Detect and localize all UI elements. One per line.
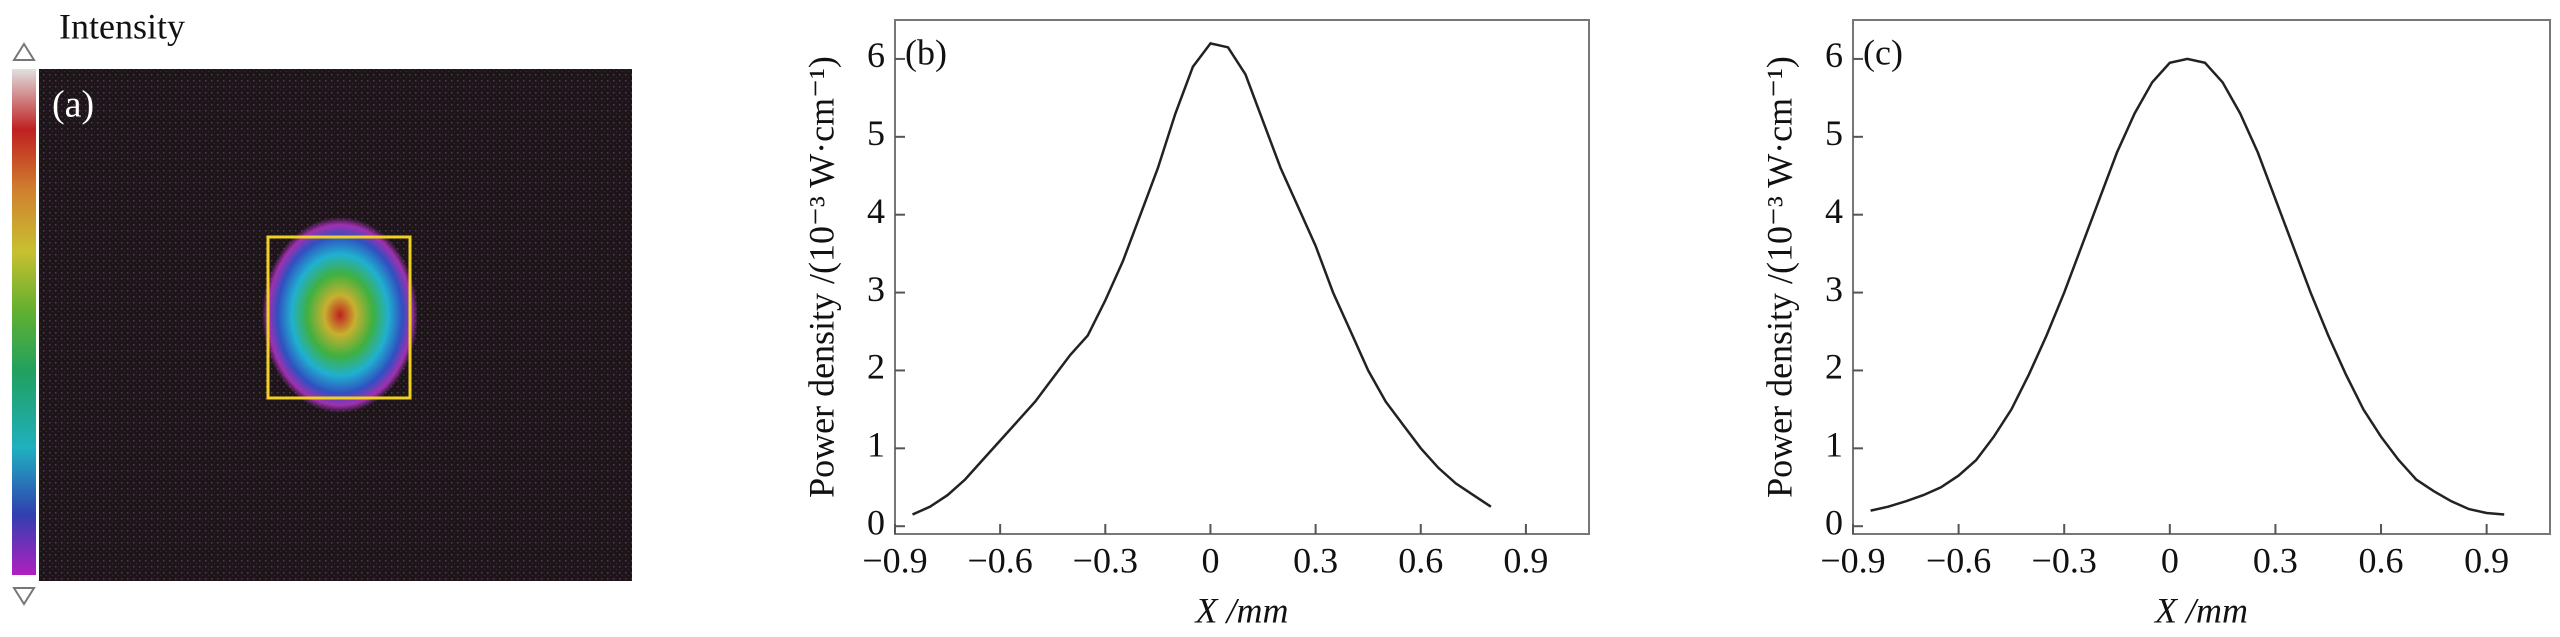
beam-spot — [262, 217, 418, 413]
y-tick-label: 2 — [867, 347, 885, 387]
x-tick-label: −0.9 — [862, 540, 927, 580]
panel: 0 1 2 3 4 5 6 −0.9 −0.6 −0.3 0 0.3 0.6 0.9 (b) X /mm Pow… — [801, 19, 1590, 630]
x-tick-label: 0.6 — [1398, 540, 1443, 580]
panel-a: Intensity (a) — [12, 6, 632, 606]
panel-label: (b) — [905, 32, 947, 72]
x-tick-label: −0.6 — [1926, 540, 1991, 580]
y-tick-label: 5 — [867, 113, 885, 153]
y-tick-label: 3 — [867, 269, 885, 309]
x-tick-label: −0.3 — [1073, 540, 1138, 580]
x-tick-label: −0.6 — [967, 540, 1032, 580]
colorbar — [12, 69, 36, 575]
x-tick-label: 0 — [2161, 540, 2179, 580]
x-tick-label: 0.9 — [2464, 540, 2509, 580]
y-tick-label: 6 — [1825, 35, 1843, 75]
x-axis-label: X /mm — [1194, 590, 1289, 630]
y-tick-label: 2 — [1825, 347, 1843, 387]
colorbar-arrow — [12, 587, 36, 606]
y-tick-label: 4 — [1825, 191, 1843, 231]
y-axis-label: Power density /(10⁻³ W·cm⁻¹) — [1759, 56, 1799, 498]
y-tick-label: 4 — [867, 191, 885, 231]
x-tick-label: 0.6 — [2359, 540, 2404, 580]
y-tick-label: 5 — [1825, 113, 1843, 153]
x-tick-label: 0.9 — [1503, 540, 1548, 580]
y-tick-label: 1 — [1825, 425, 1843, 465]
plot-frame — [1852, 19, 2551, 535]
plot-frame — [894, 19, 1590, 535]
y-tick-label: 6 — [867, 35, 885, 75]
x-tick-label: −0.3 — [2032, 540, 2097, 580]
y-tick-label: 0 — [1825, 502, 1843, 542]
panel: 0 1 2 3 4 5 6 −0.9 −0.6 −0.3 0 0.3 0.6 0.9 (c) X /mm Pow… — [1759, 19, 2551, 630]
panel-label: (c) — [1863, 32, 1903, 72]
y-tick-label: 1 — [867, 425, 885, 465]
y-tick-label: 0 — [867, 502, 885, 542]
colorbar-label: Intensity — [59, 6, 185, 46]
y-axis-label: Power density /(10⁻³ W·cm⁻¹) — [801, 56, 841, 498]
profile-line — [1870, 57, 2505, 516]
x-tick-label: 0.3 — [1293, 540, 1338, 580]
x-tick-label: 0.3 — [2253, 540, 2298, 580]
roi-box — [266, 235, 412, 400]
profile-line — [911, 42, 1492, 516]
x-tick-label: 0 — [1201, 540, 1219, 580]
x-axis-label: X /mm — [2153, 590, 2248, 630]
y-tick-label: 3 — [1825, 269, 1843, 309]
x-tick-label: −0.9 — [1820, 540, 1885, 580]
colorbar-arrow — [12, 42, 36, 61]
panel-label: (a) — [52, 84, 94, 126]
